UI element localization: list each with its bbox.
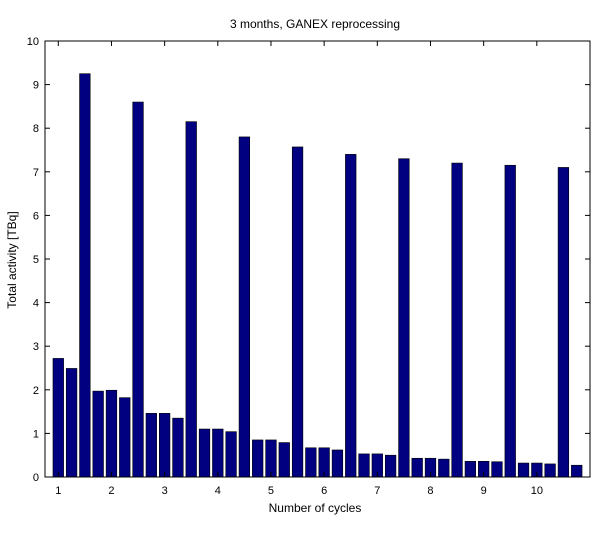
bar [491, 461, 503, 478]
x-tick-label: 7 [374, 485, 380, 497]
bar [145, 413, 157, 478]
bar [105, 389, 118, 478]
y-tick-label: 2 [33, 385, 39, 397]
y-tick-label: 1 [33, 428, 39, 440]
y-tick-label: 0 [33, 472, 39, 484]
bar [212, 428, 224, 478]
bar [92, 390, 104, 478]
bar [278, 442, 290, 478]
x-axis-label: Number of cycles [269, 501, 362, 515]
y-tick-label: 4 [33, 298, 39, 310]
bar [172, 417, 184, 478]
bar [79, 73, 91, 478]
bar [517, 462, 530, 478]
y-tick-label: 3 [33, 341, 39, 353]
x-tick-label: 8 [427, 485, 433, 497]
bar [291, 146, 304, 478]
y-tick-label: 6 [33, 210, 39, 222]
x-tick-label: 10 [531, 485, 543, 497]
bar [557, 167, 570, 478]
bar [438, 458, 450, 478]
bar [265, 439, 277, 478]
y-tick-label: 9 [33, 80, 39, 92]
bar [238, 136, 251, 478]
bar [119, 397, 131, 478]
bar [305, 447, 317, 478]
x-tick-label: 5 [268, 485, 274, 497]
bar [504, 164, 516, 478]
y-axis-label: Total activity [TBq] [5, 211, 19, 308]
x-tick-label: 2 [108, 485, 114, 497]
bar [225, 431, 237, 478]
bar [185, 121, 197, 478]
bar [464, 461, 476, 478]
bar [358, 453, 370, 478]
bar [331, 449, 344, 478]
bar [65, 368, 78, 478]
x-tick-label: 3 [162, 485, 168, 497]
x-tick-label: 4 [215, 485, 221, 497]
x-tick-label: 6 [321, 485, 327, 497]
bar [132, 101, 144, 478]
bar [398, 158, 410, 478]
y-tick-label: 5 [33, 254, 39, 266]
bar [198, 428, 211, 478]
bar [252, 439, 264, 478]
y-tick-label: 8 [33, 123, 39, 135]
bars-group [52, 73, 583, 478]
bar [544, 463, 556, 478]
ticks-group: 0 1 2 3 4 5 6 7 8 9 10 1 2 3 4 5 6 7 8 9 10 [27, 36, 590, 497]
bar [451, 162, 463, 478]
bar [411, 457, 423, 478]
y-tick-label: 10 [27, 36, 39, 48]
bar [345, 154, 357, 478]
bar [159, 413, 171, 478]
x-tick-label: 9 [481, 485, 487, 497]
bar [384, 454, 397, 478]
chart-title: 3 months, GANEX reprocessing [230, 17, 400, 31]
x-tick-label: 1 [55, 485, 61, 497]
y-tick-label: 7 [33, 167, 39, 179]
bar [52, 358, 64, 478]
bar [571, 464, 583, 478]
